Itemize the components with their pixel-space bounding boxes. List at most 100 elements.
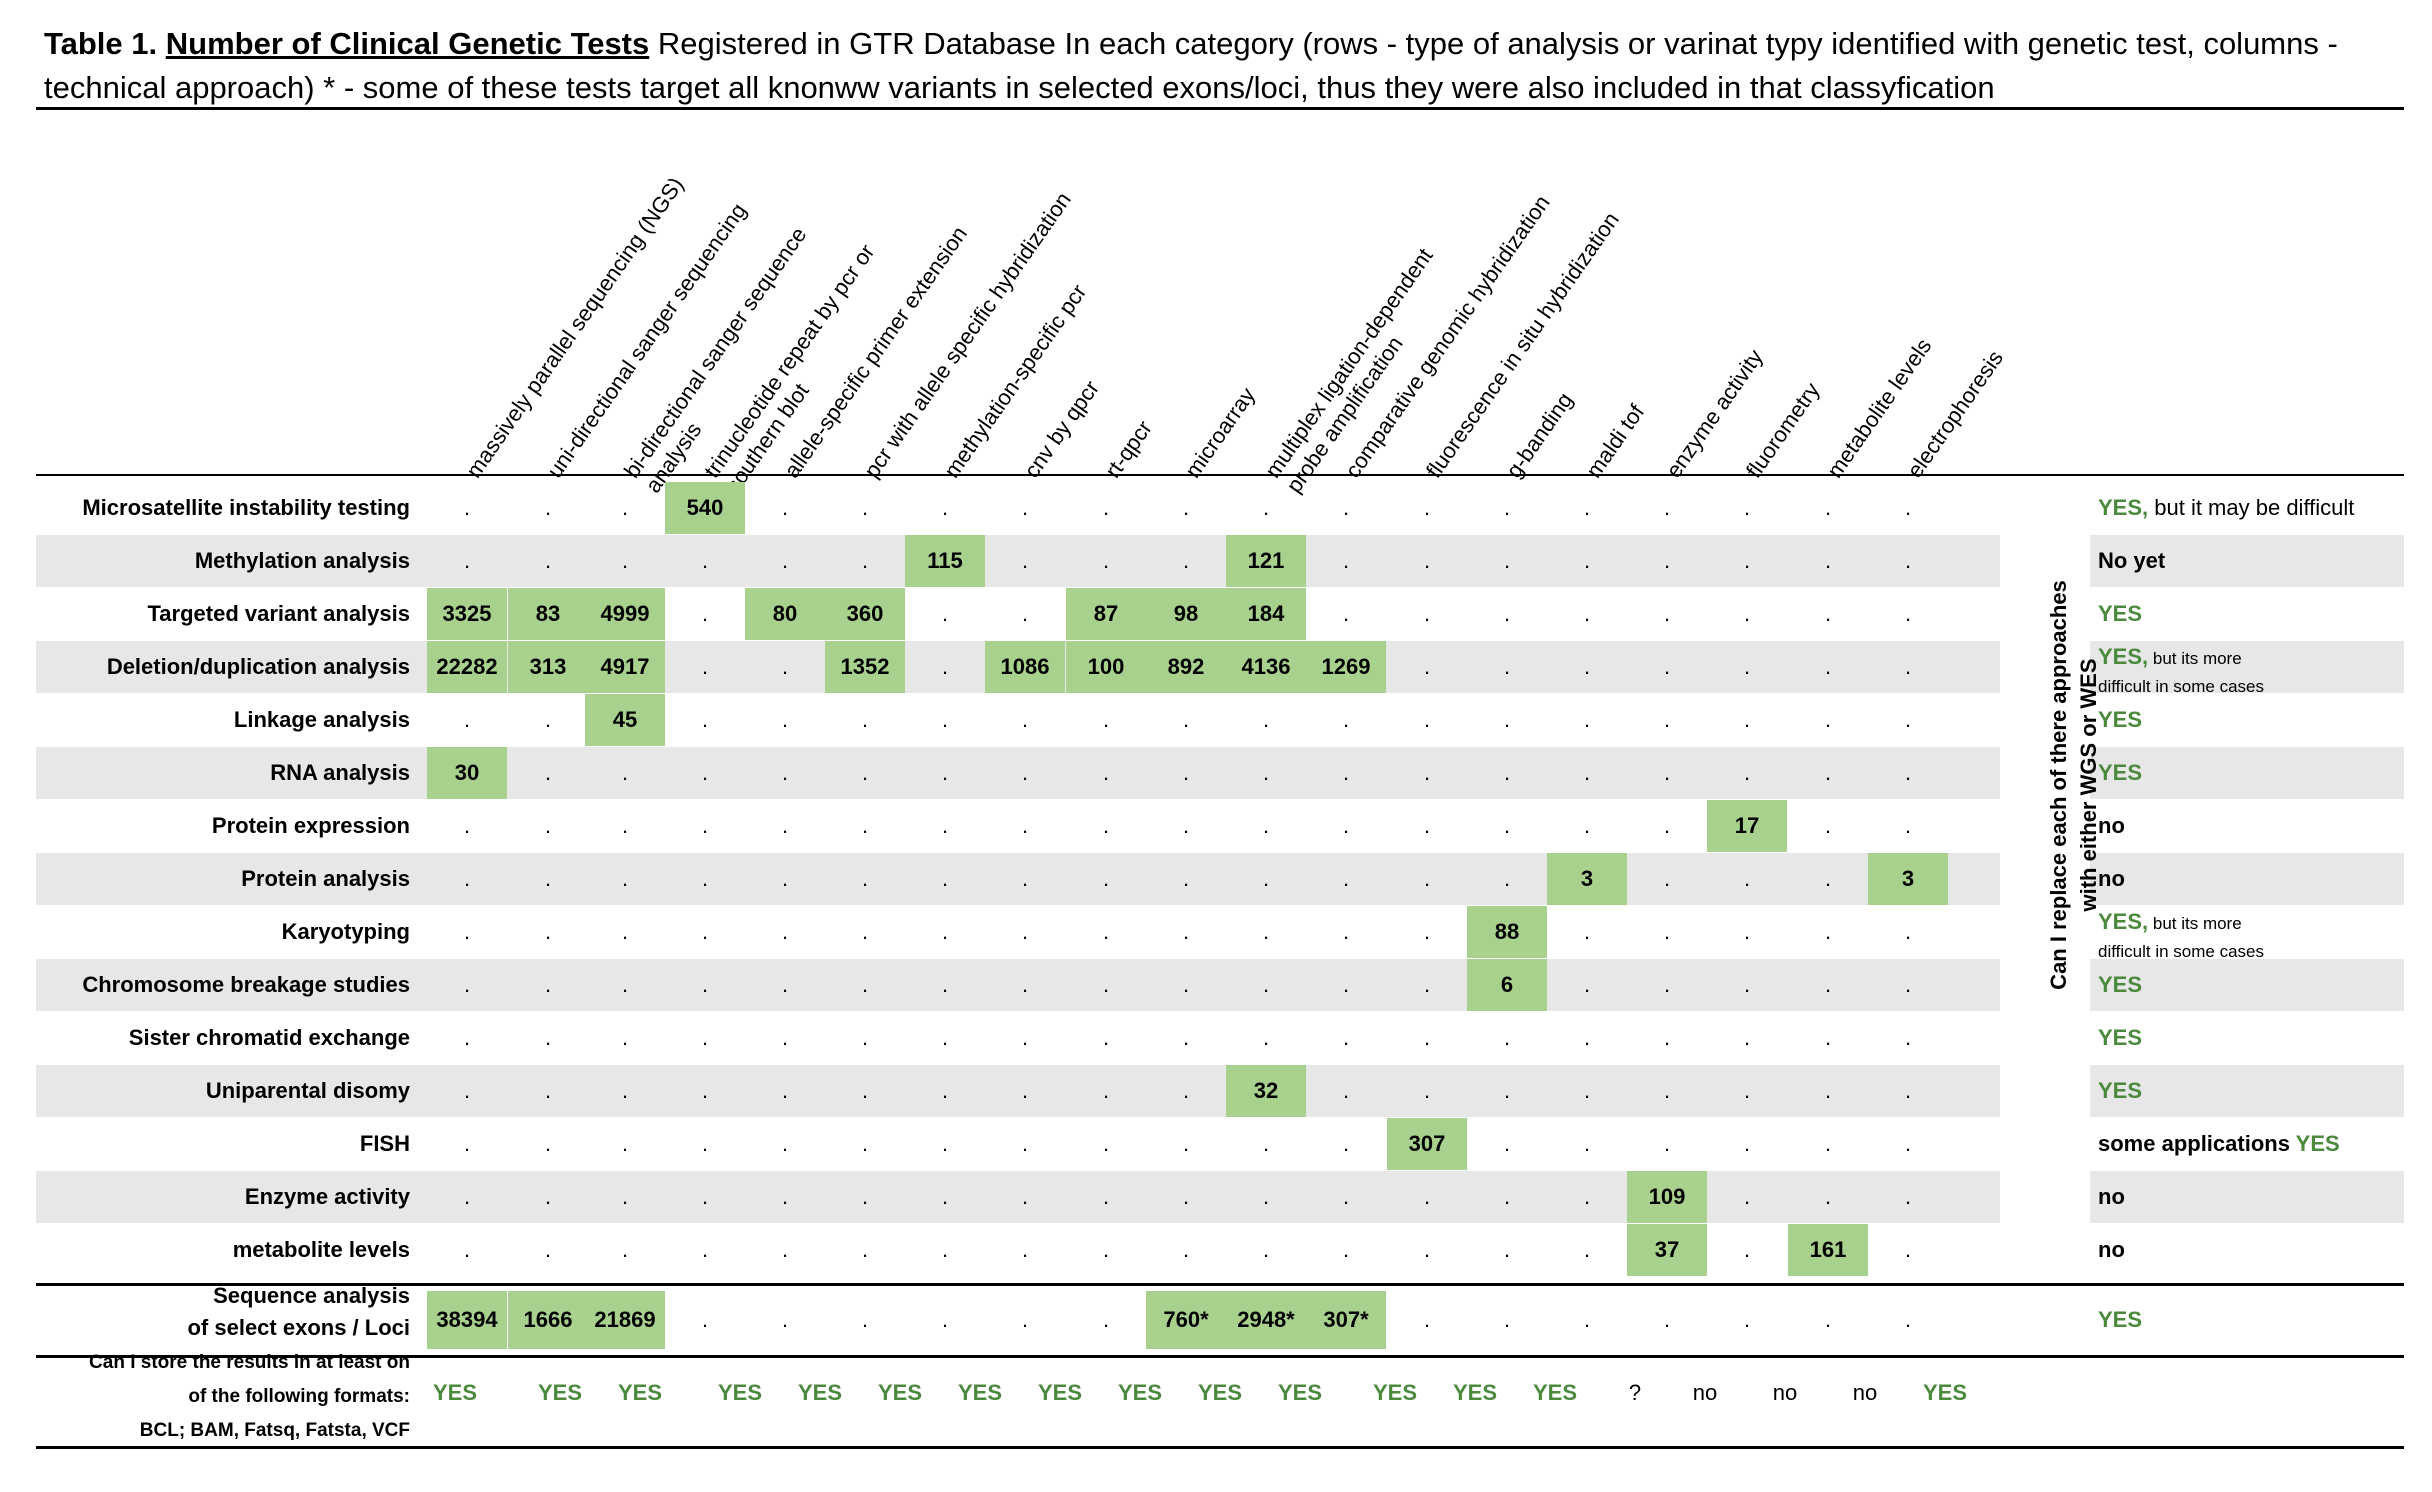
table-cell: . [1583,1237,1591,1262]
table-cell: . [861,707,869,732]
table-cell: 37 [1627,1224,1707,1276]
table-cell: . [1102,1131,1110,1156]
caption-text: Registered in GTR Database In each categ… [44,26,2338,105]
table-cell: . [1021,1131,1029,1156]
table-cell: . [701,813,709,838]
table-cell: 115 [905,535,985,587]
table-cell: 1086 [985,641,1065,693]
table-cell: 45 [585,694,665,746]
row-answer: No yet [2098,547,2165,575]
table-cell: . [861,1078,869,1103]
table-cell: . [1904,1131,1912,1156]
table-cell: 4136 [1226,641,1306,693]
row-label: Enzyme activity [244,1184,410,1209]
table-cell: . [463,1078,471,1103]
table-cell: . [701,707,709,732]
table-cell: . [1904,1025,1912,1050]
table-cell: . [1102,760,1110,785]
table-cell: . [544,1184,552,1209]
column-header: cnv by qpcr [1019,375,1105,483]
table-cell: . [941,654,949,679]
table-cell: . [781,1184,789,1209]
table-cell: 121 [1226,535,1306,587]
answer-prefix: some applications [2098,1131,2296,1156]
table-cell: . [1743,1131,1751,1156]
table-cell: . [1021,548,1029,573]
table-cell: . [1503,654,1511,679]
answer-note-line2: difficult in some cases [2098,942,2264,961]
table-cell: . [1182,1078,1190,1103]
row-label: Targeted variant analysis [147,601,411,626]
table-cell: 87 [1066,588,1146,640]
answer-yes: YES, [2098,495,2149,520]
table-cell: . [781,866,789,891]
table-cell: . [621,1131,629,1156]
table-cell: . [781,760,789,785]
storage-answer: YES [617,1380,663,1405]
table-cell: . [861,1184,869,1209]
table-cell: . [1663,1131,1671,1156]
table-cell: . [1503,866,1511,891]
table-cell: . [1423,1078,1431,1103]
table-cell: 540 [665,482,745,534]
table-cell: . [544,972,552,997]
table-cell: . [1182,1237,1190,1262]
table-cell: . [1423,919,1431,944]
table-cell: . [1583,1184,1591,1209]
table-cell: 98 [1146,588,1226,640]
column-header: rt-qpcr [1100,415,1157,483]
table-cell: . [1503,1025,1511,1050]
table-cell: 3325 [427,588,507,640]
sequence-cell: 21869 [585,1291,665,1349]
row-answer: YES [2098,1024,2142,1052]
storage-answer: YES [1452,1380,1498,1405]
table-cell: . [1663,866,1671,891]
table-cell: . [1824,1078,1832,1103]
table-cell: 32 [1226,1065,1306,1117]
table-cell: . [781,972,789,997]
table-cell: . [1824,813,1832,838]
table-cell: 4999 [585,588,665,640]
row-answer: YES, but its more difficult in some cases [2098,643,2264,701]
table-cell: . [544,548,552,573]
table-cell: . [701,1184,709,1209]
table-cell: . [941,495,949,520]
table-cell: . [1904,1237,1912,1262]
table-cell: . [1503,548,1511,573]
table-cell: . [1102,495,1110,520]
table-cell: . [861,760,869,785]
sequence-cell: . [1743,1307,1751,1332]
table-cell: . [1663,760,1671,785]
sequence-cell: . [1904,1307,1912,1332]
sequence-answer: YES [2098,1306,2142,1334]
table-cell: . [781,707,789,732]
storage-answer: YES [1532,1380,1578,1405]
storage-question: Can I store the results in at least on o… [36,1346,410,1448]
table-cell: . [1102,1025,1110,1050]
sequence-cell: 760* [1146,1291,1226,1349]
storage-answer: YES [877,1380,923,1405]
table-cell: . [1342,1184,1350,1209]
table-cell: 6 [1467,959,1547,1011]
table-cell: . [1743,654,1751,679]
table-cell: . [1503,601,1511,626]
sequence-cell: . [701,1307,709,1332]
table-cell: . [1824,1131,1832,1156]
table-cell: . [621,1025,629,1050]
sequence-cell: 38394 [427,1291,507,1349]
table-cell: . [544,1025,552,1050]
storage-answer: YES [797,1380,843,1405]
table-cell: . [701,1237,709,1262]
table-cell: . [1663,601,1671,626]
table-cell: . [1021,1025,1029,1050]
table-cell: . [781,495,789,520]
table-cell: . [1423,707,1431,732]
table-cell: . [1743,1237,1751,1262]
answer-yes: YES [2098,1307,2143,1332]
storage-question-line1: Can I store the results in at least on [89,1352,410,1373]
table-cell: . [1904,654,1912,679]
header-rule [36,474,2404,476]
replace-question-line2: with either WGS or WES [2076,658,2101,912]
table-cell: . [1262,1184,1270,1209]
table-cell: . [701,919,709,944]
